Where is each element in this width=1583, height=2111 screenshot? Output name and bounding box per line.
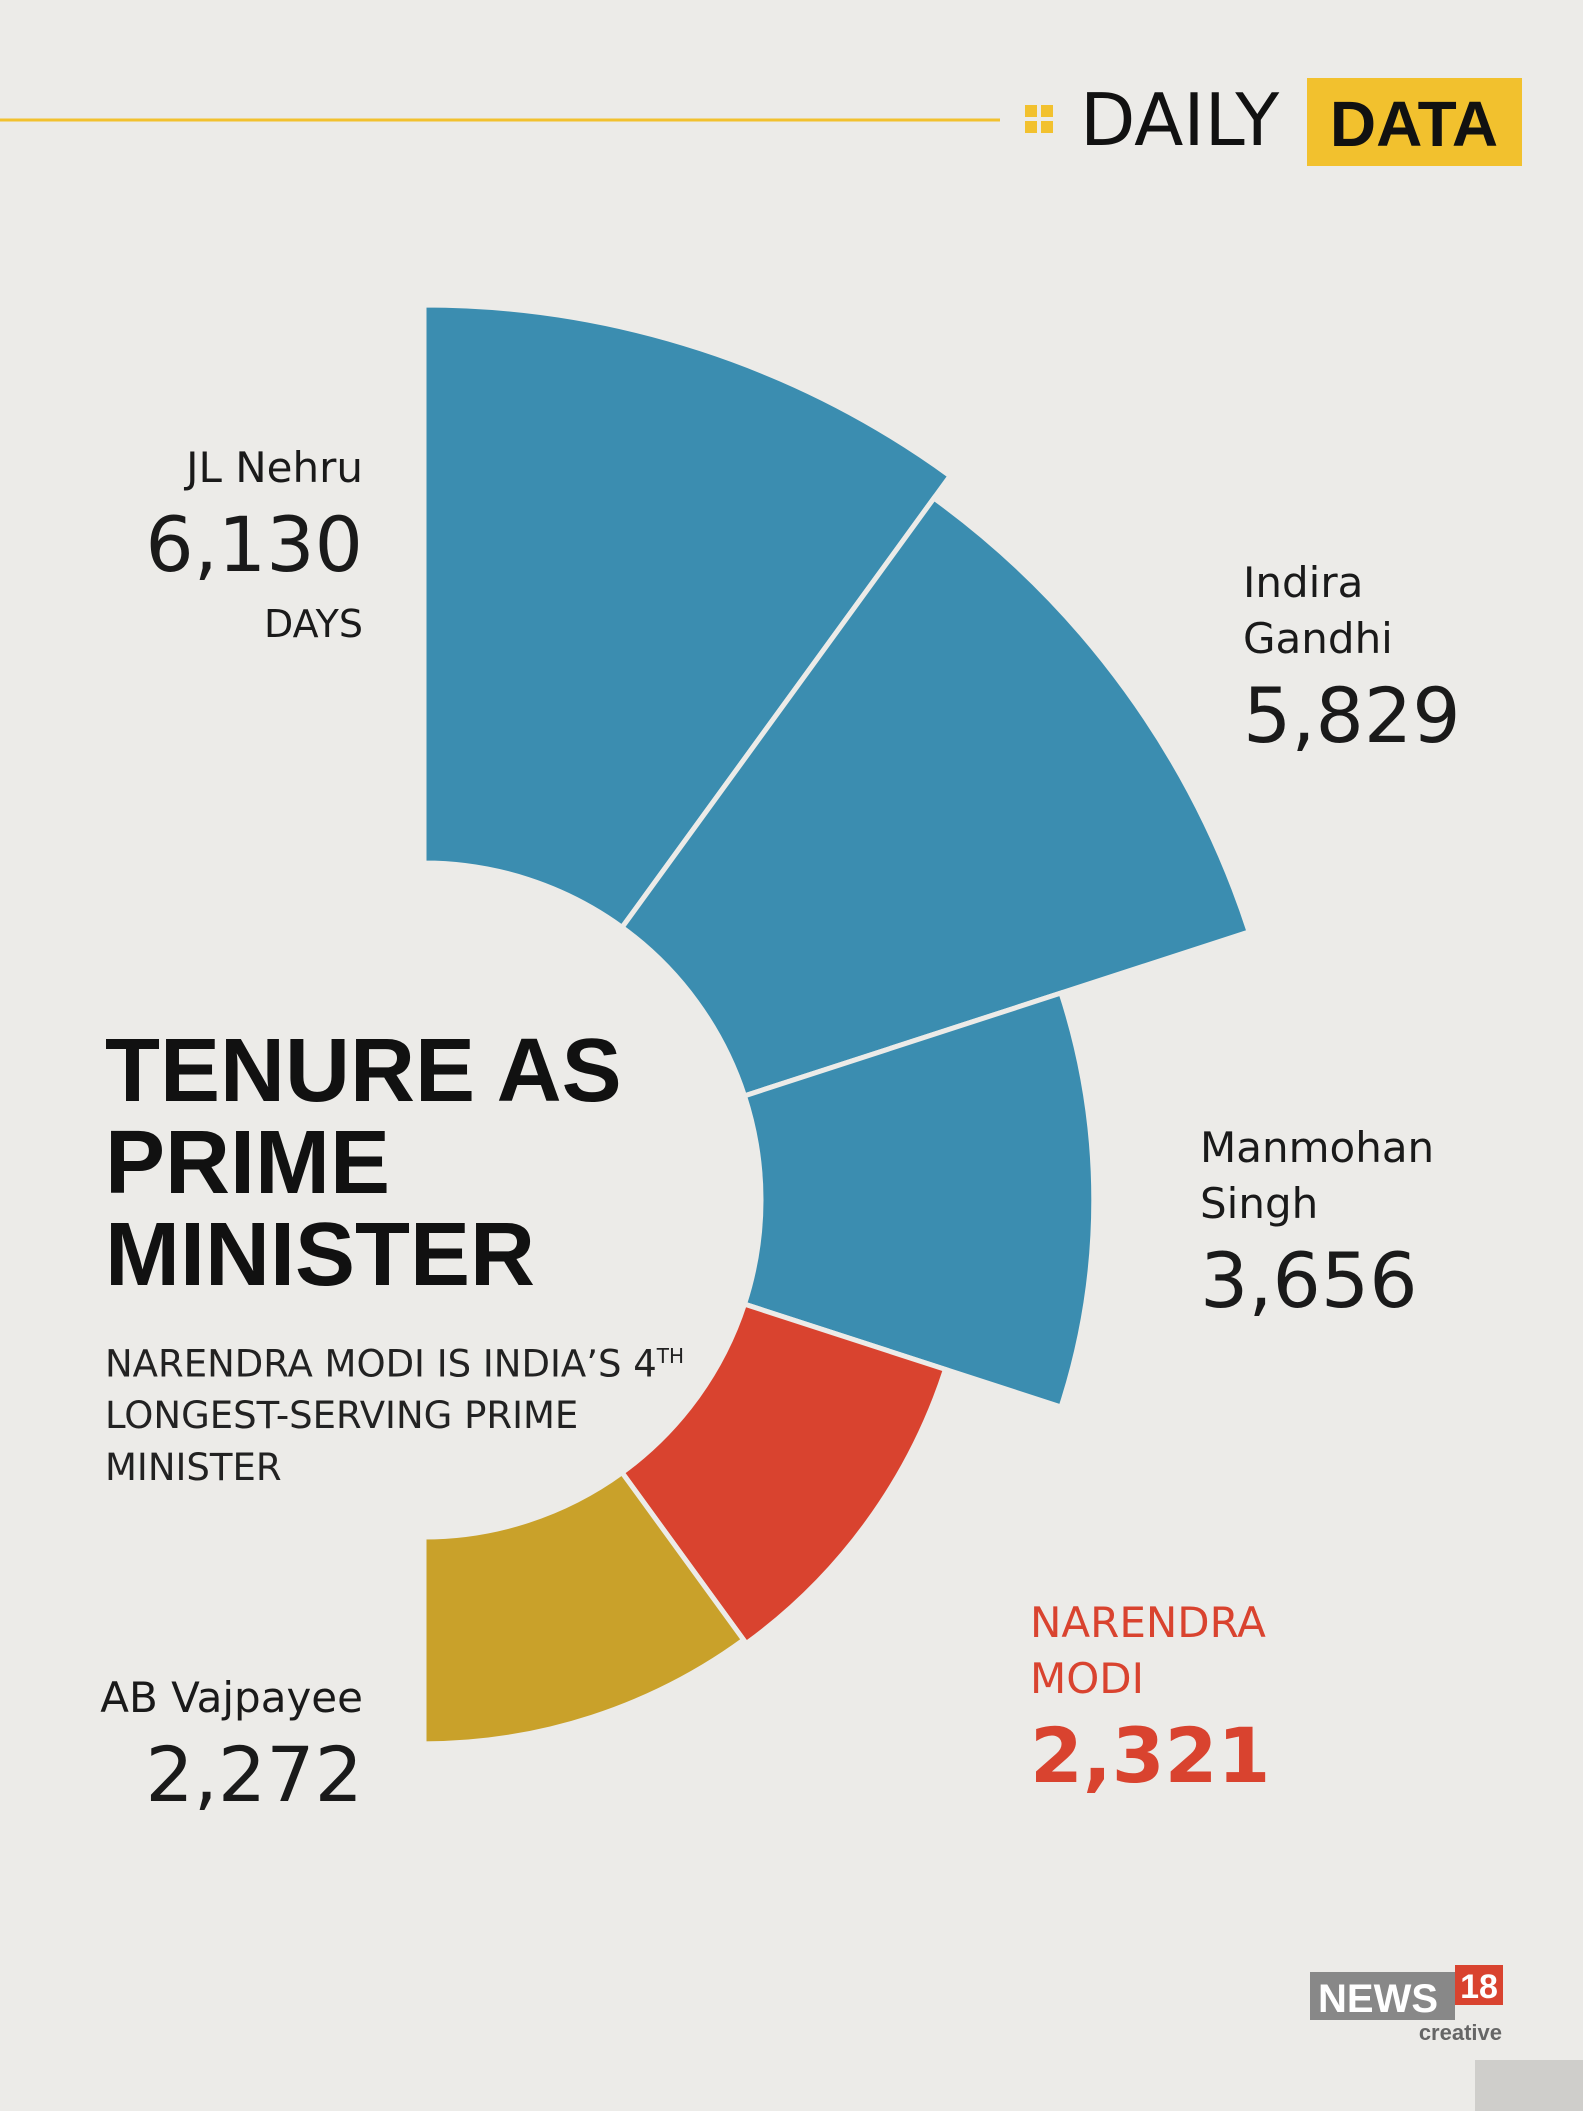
header-left: DAILY: [1080, 78, 1280, 162]
logo-badge: [1455, 1965, 1503, 2005]
value-label: 5,829: [1243, 671, 1461, 760]
value-label: 2,272: [145, 1730, 363, 1819]
header-right: DATA: [1330, 88, 1498, 160]
wedge: [421, 1469, 748, 1747]
chart-title: TENURE AS PRIME MINISTER: [105, 1021, 622, 1305]
chart-subtitle: NARENDRA MODI IS INDIA’S 4TH LONGEST-SER…: [105, 1330, 705, 1494]
logo-name: NEWS: [1318, 1977, 1438, 2021]
unit-label: DAYS: [264, 602, 363, 646]
logo-tag: creative: [1419, 2020, 1502, 2045]
subtitle-text: LONGEST-SERVING PRIME MINISTER: [105, 1394, 579, 1490]
wedge: [618, 1300, 949, 1648]
header-badge: [1307, 78, 1522, 166]
wedge: [421, 302, 954, 931]
wedge: [741, 989, 1097, 1411]
value-label: 3,656: [1200, 1236, 1418, 1325]
value-label: 2,321: [1030, 1711, 1271, 1800]
value-label: 6,130: [145, 500, 363, 589]
category-label: NARENDRA MODI: [1030, 1598, 1266, 1703]
subtitle-text: NARENDRA MODI IS INDIA’S 4: [105, 1342, 657, 1386]
logo-box: [1310, 1972, 1455, 2020]
wedge: [618, 494, 1253, 1100]
subtitle-sup: TH: [656, 1344, 685, 1368]
category-label: JL Nehru: [186, 443, 363, 492]
corner: [1475, 2060, 1583, 2111]
category-label: AB Vajpayee: [100, 1673, 363, 1722]
category-label: Indira Gandhi: [1243, 558, 1393, 663]
category-label: Manmohan Singh: [1200, 1123, 1435, 1228]
header-icon: [1025, 105, 1053, 133]
logo-number: 18: [1460, 1968, 1498, 2006]
